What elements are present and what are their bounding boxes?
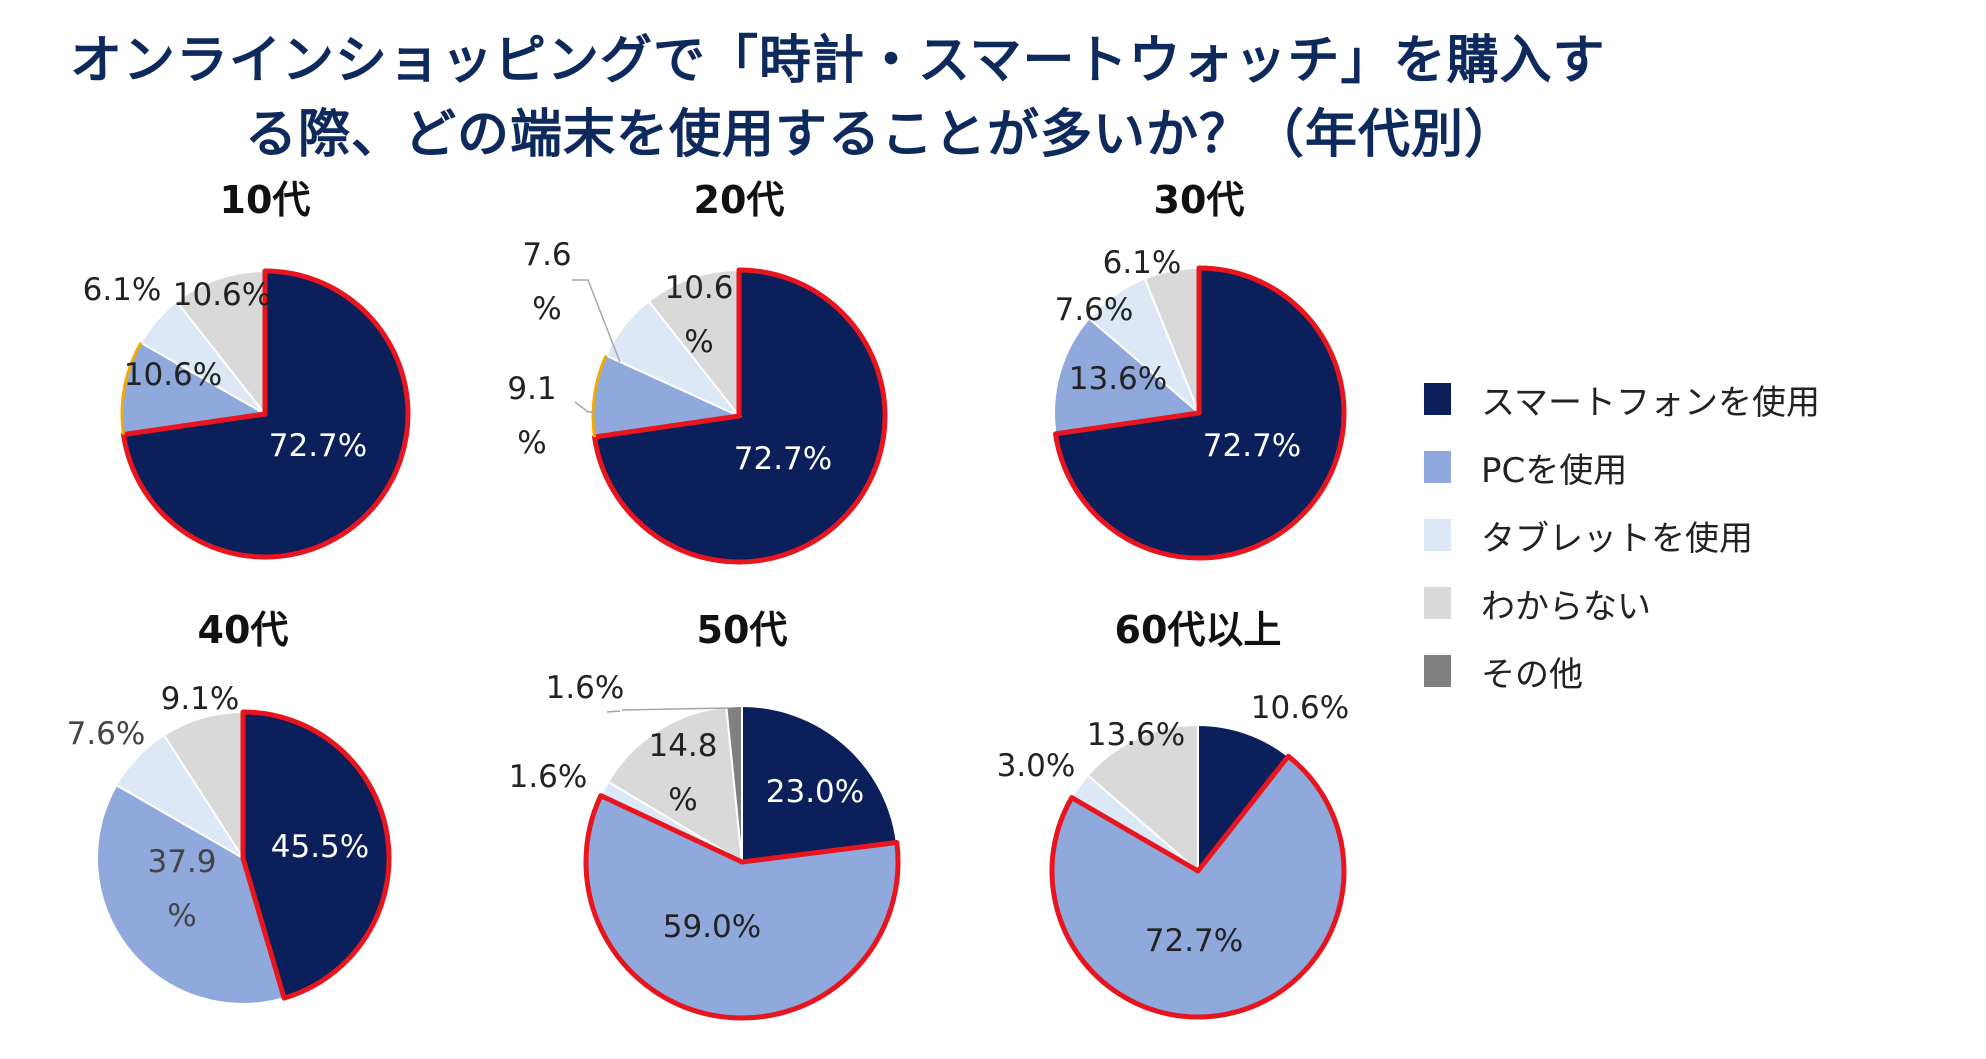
pie-1-pc-border — [120, 342, 143, 435]
pie-3-label-pc: 13.6% — [1069, 361, 1167, 397]
pie-2-label-tablet-unit: % — [532, 291, 561, 327]
legend-swatch-other — [1424, 655, 1451, 687]
legend: スマートフォンを使用 PCを使用 タブレットを使用 わからない その他 — [1424, 365, 1820, 705]
pie-2-leader-1 — [574, 401, 597, 413]
pie-6-slice-unknown — [1086, 723, 1199, 874]
legend-item-pc: PCを使用 — [1424, 433, 1820, 501]
pie-1-label-unknown: 10.6% — [173, 277, 271, 313]
legend-label-smartphone: スマートフォンを使用 — [1481, 382, 1820, 423]
pie-5-leader-1 — [606, 710, 621, 713]
pie-4-label-pc: 37.9 — [147, 844, 216, 880]
legend-label-unknown: わからない — [1481, 586, 1651, 627]
pie-4-slice-pc — [96, 783, 286, 1005]
pie-4-title: 40代 — [198, 608, 289, 652]
pie-5-leader-2 — [621, 707, 729, 711]
pie-2-leader-2 — [572, 279, 621, 363]
pie-2-pc-border — [591, 354, 608, 438]
pie-2-slice-unknown — [647, 268, 740, 419]
legend-item-other: その他 — [1424, 637, 1820, 705]
pie-5-slice-smartphone — [741, 704, 898, 864]
pie-5-label-pc: 59.0% — [663, 909, 761, 945]
pie-1-label-pc: 10.6% — [124, 357, 222, 393]
legend-label-other: その他 — [1481, 654, 1583, 695]
pie-5-label-tablet: 1.6% — [509, 759, 588, 795]
pie-3-title: 30代 — [1154, 178, 1245, 222]
pie-4-label-smartphone: 45.5% — [271, 829, 369, 865]
legend-label-pc: PCを使用 — [1481, 450, 1628, 491]
pie-3-label-smartphone: 72.7% — [1203, 428, 1301, 464]
chart-title-line-1: オンラインショッピングで「時計・スマートウォッチ」を購入す — [70, 31, 1606, 91]
legend-swatch-pc — [1424, 451, 1451, 483]
pie-2-title: 20代 — [694, 178, 785, 222]
pie-1-highlight-border — [120, 268, 411, 560]
pie-5-highlight-border — [583, 793, 901, 1021]
pie-1-slice-unknown — [175, 269, 266, 417]
pie-6-slice-smartphone — [1197, 723, 1290, 874]
legend-item-tablet: タブレットを使用 — [1424, 501, 1820, 569]
pie-2-label-pc: 9.1 — [507, 371, 556, 407]
pie-3-label-tablet: 7.6% — [1055, 292, 1134, 328]
pie-2-highlight-border — [592, 267, 888, 565]
legend-item-unknown: わからない — [1424, 569, 1820, 637]
legend-swatch-tablet — [1424, 519, 1451, 551]
pie-2-label-unknown: 10.6 — [664, 270, 733, 306]
pie-3-label-unknown: 6.1% — [1103, 245, 1182, 281]
pie-5-label-unknown: 14.8 — [648, 728, 717, 764]
legend-item-smartphone: スマートフォンを使用 — [1424, 365, 1820, 433]
pie-1-title: 10代 — [220, 178, 311, 222]
pie-6-label-unknown: 13.6% — [1087, 717, 1185, 753]
legend-label-tablet: タブレットを使用 — [1481, 518, 1753, 559]
pie-4-label-pc-unit: % — [167, 898, 196, 934]
legend-swatch-smartphone — [1424, 383, 1451, 415]
chart-title-line-2: る際、どの端末を使用することが多いか？（年代別） — [245, 105, 1518, 165]
pie-2-label-pc-unit: % — [517, 425, 546, 461]
pie-1-label-tablet: 6.1% — [83, 272, 162, 308]
pie-6-label-smartphone: 10.6% — [1251, 690, 1349, 726]
pie-1-label-smartphone: 72.7% — [269, 428, 367, 464]
pie-2-label-smartphone: 72.7% — [734, 441, 832, 477]
pie-4-label-unknown: 9.1% — [161, 681, 240, 717]
pie-6-highlight-border — [1049, 753, 1347, 1020]
pie-3-slice-pc — [1053, 317, 1202, 436]
pie-5-label-unknown-unit: % — [668, 782, 697, 818]
pie-6-label-tablet: 3.0% — [997, 748, 1076, 784]
pie-6-label-pc: 72.7% — [1145, 923, 1243, 959]
pie-6-title: 60代以上 — [1115, 608, 1282, 652]
pie-2-label-tablet: 7.6 — [522, 237, 571, 273]
pie-2-label-unknown-unit: % — [684, 324, 713, 360]
legend-swatch-unknown — [1424, 587, 1451, 619]
pie-3-highlight-border — [1053, 265, 1347, 561]
pie-5-slice-other — [725, 704, 743, 863]
pie-4-label-tablet: 7.6% — [67, 716, 146, 752]
pie-5-label-other: 1.6% — [546, 670, 625, 706]
pie-4-highlight-border — [240, 709, 392, 1001]
pie-5-label-smartphone: 23.0% — [766, 774, 864, 810]
pie-5-title: 50代 — [697, 608, 788, 652]
